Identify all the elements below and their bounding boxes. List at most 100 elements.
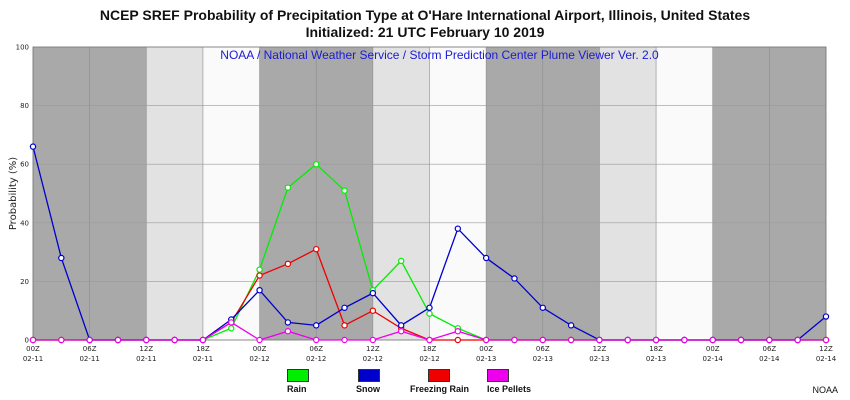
data-point-ice-pellets bbox=[426, 336, 433, 344]
data-point-ice-pellets bbox=[114, 336, 122, 344]
data-point-snow bbox=[397, 322, 405, 329]
data-point-ice-pellets bbox=[313, 336, 320, 344]
x-tick-label: 12Z bbox=[819, 345, 833, 353]
x-tick-date-label: 02-11 bbox=[23, 355, 43, 363]
data-point-ice-pellets bbox=[58, 336, 65, 344]
legend-item: Ice Pellets bbox=[487, 369, 577, 395]
data-point-ice-pellets bbox=[596, 336, 603, 344]
data-point-ice-pellets bbox=[369, 336, 377, 344]
data-point-ice-pellets bbox=[454, 328, 462, 335]
data-point-ice-pellets bbox=[652, 336, 660, 344]
credit-label: NOAA bbox=[812, 385, 838, 395]
data-point-snow bbox=[256, 286, 263, 294]
data-point-snow bbox=[284, 319, 292, 326]
x-tick-label: 00Z bbox=[479, 345, 493, 353]
data-point-ice-pellets bbox=[766, 336, 773, 344]
day-band bbox=[146, 47, 203, 340]
data-point-ice-pellets bbox=[256, 336, 263, 344]
data-point-ice-pellets bbox=[143, 336, 150, 344]
data-point-snow bbox=[29, 143, 37, 150]
data-point-snow bbox=[567, 322, 575, 329]
chart-legend: Rain Snow Freezing Rain Ice Pellets bbox=[0, 369, 850, 399]
data-point-freezing-rain bbox=[454, 336, 462, 344]
day-band bbox=[202, 47, 260, 340]
day-band bbox=[429, 47, 487, 340]
y-tick-label: 60 bbox=[20, 161, 29, 169]
chart-title: NCEP SREF Probability of Precipitation T… bbox=[99, 7, 751, 23]
data-point-ice-pellets bbox=[482, 336, 490, 344]
day-band bbox=[372, 47, 430, 340]
x-tick-label: 06Z bbox=[83, 345, 97, 353]
x-tick-date-label: 02-12 bbox=[363, 355, 383, 363]
data-point-freezing-rain bbox=[313, 245, 320, 253]
data-point-ice-pellets bbox=[29, 336, 37, 344]
data-point-ice-pellets bbox=[341, 336, 348, 344]
x-tick-label: 06Z bbox=[309, 345, 323, 353]
data-point-snow bbox=[539, 304, 546, 311]
x-tick-label: 00Z bbox=[706, 345, 720, 353]
data-point-snow bbox=[369, 289, 377, 297]
x-tick-label: 06Z bbox=[763, 345, 777, 353]
y-tick-label: 80 bbox=[20, 102, 29, 110]
x-tick-label: 06Z bbox=[536, 345, 550, 353]
legend-item: Freezing Rain bbox=[410, 369, 500, 395]
data-point-ice-pellets bbox=[284, 328, 292, 335]
data-point-snow bbox=[482, 254, 490, 262]
legend-item: Rain bbox=[287, 369, 377, 395]
data-point-ice-pellets bbox=[171, 336, 178, 344]
legend-swatch bbox=[358, 369, 380, 382]
data-point-rain bbox=[284, 184, 292, 191]
x-tick-date-label: 02-13 bbox=[646, 355, 666, 363]
data-point-ice-pellets bbox=[822, 336, 830, 344]
data-point-snow bbox=[58, 254, 65, 262]
data-point-freezing-rain bbox=[284, 260, 292, 268]
x-tick-label: 18Z bbox=[423, 345, 437, 353]
data-point-freezing-rain bbox=[341, 322, 348, 329]
data-point-snow bbox=[426, 304, 433, 311]
data-point-rain bbox=[426, 310, 433, 317]
data-point-snow bbox=[454, 225, 462, 232]
x-tick-label: 12Z bbox=[139, 345, 153, 353]
x-tick-date-label: 02-12 bbox=[306, 355, 326, 363]
data-point-snow bbox=[822, 313, 830, 320]
data-point-ice-pellets bbox=[511, 336, 518, 344]
data-point-ice-pellets bbox=[681, 336, 688, 344]
data-point-ice-pellets bbox=[709, 336, 716, 344]
data-point-freezing-rain bbox=[369, 307, 377, 314]
legend-label: Snow bbox=[356, 384, 380, 394]
x-tick-date-label: 02-14 bbox=[703, 355, 724, 363]
data-point-ice-pellets bbox=[397, 328, 405, 335]
data-point-ice-pellets bbox=[539, 336, 546, 344]
x-tick-date-label: 02-12 bbox=[419, 355, 439, 363]
x-tick-date-label: 02-13 bbox=[533, 355, 553, 363]
data-point-rain bbox=[313, 160, 320, 168]
data-point-ice-pellets bbox=[228, 319, 235, 326]
legend-item: Snow bbox=[356, 369, 448, 395]
x-tick-label: 12Z bbox=[593, 345, 607, 353]
x-tick-label: 12Z bbox=[366, 345, 380, 353]
x-tick-label: 18Z bbox=[649, 345, 663, 353]
x-tick-date-label: 02-12 bbox=[249, 355, 269, 363]
data-point-rain bbox=[397, 257, 405, 265]
data-point-ice-pellets bbox=[624, 336, 631, 344]
data-point-ice-pellets bbox=[794, 336, 801, 344]
x-tick-date-label: 02-13 bbox=[476, 355, 496, 363]
legend-label: Rain bbox=[287, 384, 307, 394]
x-tick-label: 00Z bbox=[26, 345, 40, 353]
legend-swatch bbox=[287, 369, 309, 382]
y-axis-label: Probability (%) bbox=[8, 157, 19, 230]
x-tick-date-label: 02-11 bbox=[79, 355, 99, 363]
plot-subtitle: NOAA / National Weather Service / Storm … bbox=[220, 48, 659, 62]
x-tick-date-label: 02-14 bbox=[816, 355, 837, 363]
legend-swatch bbox=[487, 369, 509, 382]
legend-label: Freezing Rain bbox=[410, 384, 470, 394]
x-tick-label: 18Z bbox=[196, 345, 210, 353]
legend-label: Ice Pellets bbox=[487, 384, 532, 394]
y-tick-label: 0 bbox=[25, 337, 29, 345]
chart-subtitle: Initialized: 21 UTC February 10 2019 bbox=[305, 24, 545, 40]
x-tick-label: 00Z bbox=[253, 345, 267, 353]
data-point-ice-pellets bbox=[86, 336, 93, 344]
data-point-rain bbox=[256, 266, 263, 273]
data-point-snow bbox=[341, 304, 348, 311]
y-tick-label: 20 bbox=[20, 278, 29, 286]
